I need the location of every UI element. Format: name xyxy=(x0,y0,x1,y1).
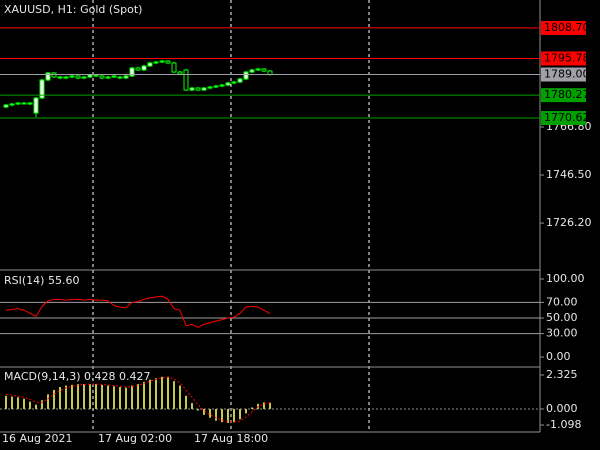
candle-body xyxy=(129,67,135,77)
y-tick-label: 50.00 xyxy=(546,311,578,324)
macd-title: MACD(9,14,3) 0.428 0.427 xyxy=(4,370,151,383)
rsi-line xyxy=(5,295,271,328)
candle-body xyxy=(213,85,219,88)
candle-body xyxy=(219,84,225,87)
candle-body xyxy=(75,75,81,79)
candle-body xyxy=(105,76,111,79)
candle-body xyxy=(207,86,213,89)
candle-body xyxy=(189,87,195,91)
pane-borders xyxy=(0,0,541,433)
y-tick-label: 70.00 xyxy=(546,295,578,308)
y-tick-label: 0.00 xyxy=(546,350,571,363)
candle-body xyxy=(255,68,261,71)
y-tick-label: 0.000 xyxy=(546,402,578,415)
chart-title: XAUUSD, H1: Gold (Spot) xyxy=(4,3,142,16)
candle-body xyxy=(63,76,69,79)
candle-body xyxy=(87,74,93,78)
candle-body xyxy=(141,65,147,71)
candle-body xyxy=(225,82,231,86)
candle-body xyxy=(135,67,141,71)
candle-body xyxy=(99,75,105,79)
rsi-title: RSI(14) 55.60 xyxy=(4,274,79,287)
y-tick-label: 30.00 xyxy=(546,327,578,340)
candle-body xyxy=(69,75,75,78)
candle-body xyxy=(93,74,99,77)
candle-body xyxy=(177,71,183,75)
level-label-box xyxy=(541,67,586,82)
y-tick-label: -1.098 xyxy=(546,418,581,431)
x-tick-label: 17 Aug 02:00 xyxy=(98,432,172,445)
x-tick-label: 17 Aug 18:00 xyxy=(194,432,268,445)
level-label-box xyxy=(541,20,586,35)
y-tick-label: 2.325 xyxy=(546,368,578,381)
candle-body xyxy=(81,76,87,79)
candle-body xyxy=(111,75,117,78)
candle-body xyxy=(231,81,237,84)
candle-body xyxy=(147,62,153,67)
candle-body xyxy=(249,69,255,73)
level-label: 1795.78 xyxy=(544,51,590,64)
candle-body xyxy=(57,76,63,79)
candle-body xyxy=(159,60,165,63)
vertical-grid xyxy=(92,0,370,432)
candle-body xyxy=(243,71,249,80)
candle-body xyxy=(195,87,201,91)
candle-body xyxy=(3,104,9,108)
candle-body xyxy=(261,68,267,72)
y-tick-label: 1746.50 xyxy=(546,168,592,181)
x-tick-label: 16 Aug 2021 xyxy=(2,432,72,445)
candle-body xyxy=(21,102,27,105)
level-label: 1780.27 xyxy=(544,88,590,101)
level-label-box xyxy=(541,51,586,66)
y-tick-label: 1726.20 xyxy=(546,216,592,229)
candle-body xyxy=(45,72,51,81)
candle-body xyxy=(15,102,21,105)
candle-body xyxy=(201,87,207,91)
candle-body xyxy=(171,62,177,73)
candle-body xyxy=(39,79,45,99)
candle-body xyxy=(117,76,123,79)
candle-body xyxy=(153,61,159,64)
candle-body xyxy=(123,75,129,79)
level-label: 1808.70 xyxy=(544,21,590,34)
candle-body xyxy=(33,97,39,114)
candle-body xyxy=(237,78,243,83)
candle-body xyxy=(165,60,171,64)
signal-line xyxy=(5,376,271,423)
level-label-box xyxy=(541,110,586,125)
candle-body xyxy=(27,102,33,105)
candle-body xyxy=(9,103,15,106)
candle-body xyxy=(267,70,273,76)
level-label-box xyxy=(541,88,586,103)
y-tick-label: 100.00 xyxy=(546,272,585,285)
level-label: 1789.00 xyxy=(544,68,590,81)
candle-body xyxy=(183,69,189,91)
level-label: 1770.62 xyxy=(544,111,590,124)
